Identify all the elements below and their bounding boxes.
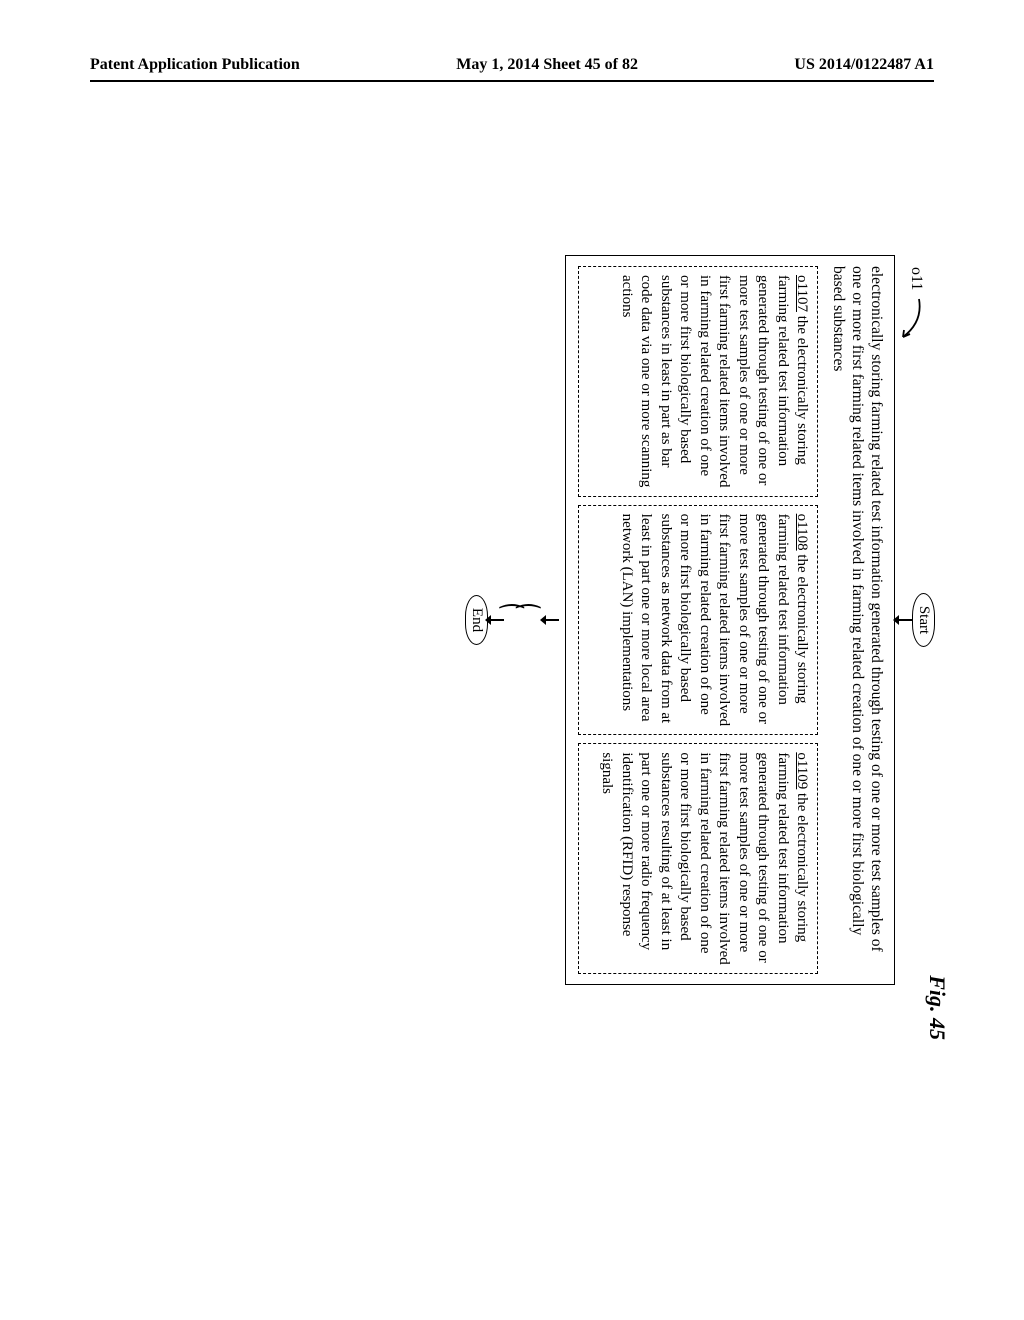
header-right: US 2014/0122487 A1 — [794, 56, 934, 74]
header-left: Patent Application Publication — [90, 56, 300, 74]
sub-box-ref: o1109 — [794, 752, 810, 789]
header-center: May 1, 2014 Sheet 45 of 82 — [456, 56, 638, 74]
arrow-down-icon — [545, 619, 559, 621]
sub-box-o1108: o1108 the electronically storing farming… — [578, 505, 818, 736]
sub-box-text: the electronically storing farming relat… — [619, 275, 811, 487]
flow-ref-label: o11 — [907, 267, 925, 290]
continuation-squiggle-icon: ‿‿ — [507, 603, 540, 637]
sub-box-text: the electronically storing farming relat… — [619, 514, 811, 726]
curved-arrow-icon — [893, 297, 921, 347]
figure-label: Fig. 45 — [924, 975, 950, 1040]
arrow-down-icon — [490, 619, 504, 621]
header-rule — [90, 80, 934, 82]
sub-box-ref: o1108 — [794, 514, 810, 551]
figure-area: Fig. 45 o11 Start electronically storing… — [85, 255, 935, 985]
end-node: End — [465, 595, 488, 645]
start-node: Start — [912, 593, 935, 647]
bottom-flow: ‿‿ End — [465, 255, 560, 985]
arrow-start-to-main — [897, 255, 912, 985]
sub-box-o1107: o1107 the electronically storing farming… — [578, 266, 818, 497]
sub-box-o1109: o1109 the electronically storing farming… — [578, 743, 818, 974]
main-process-box: electronically storing farming related t… — [565, 255, 895, 985]
sub-box-text: the electronically storing farming relat… — [599, 752, 810, 964]
page-header: Patent Application Publication May 1, 20… — [0, 56, 1024, 74]
start-wrapper: Start — [912, 255, 935, 985]
sub-boxes-row: o1107 the electronically storing farming… — [578, 266, 818, 974]
sub-box-ref: o1107 — [794, 275, 810, 312]
main-process-text: electronically storing farming related t… — [828, 266, 886, 974]
